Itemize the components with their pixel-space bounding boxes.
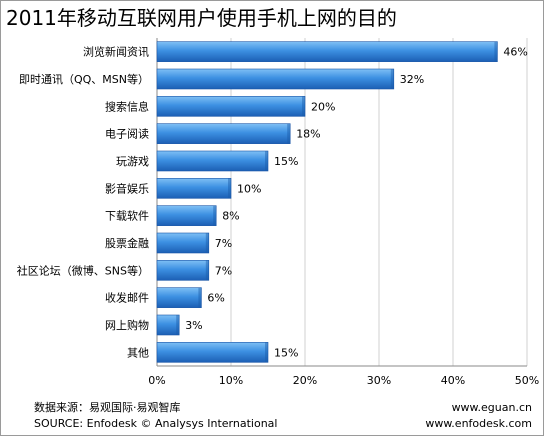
- value-label: 46%: [503, 46, 527, 59]
- bar: [156, 150, 269, 172]
- bars: [156, 41, 498, 363]
- value-label: 8%: [222, 210, 239, 223]
- source-en: SOURCE: Enfodesk © Analysys Internationa…: [34, 417, 278, 430]
- grid-lines: [156, 38, 528, 367]
- value-label: 7%: [215, 264, 232, 277]
- category-label: 影音娱乐: [105, 181, 149, 195]
- url-enfodesk: www.enfodesk.com: [425, 417, 532, 430]
- value-label: 6%: [207, 292, 224, 305]
- bar: [156, 41, 498, 62]
- bar: [156, 68, 395, 90]
- bar-end-shade: [390, 69, 394, 89]
- bar-end-shade: [198, 287, 202, 308]
- x-tick-label: 40%: [441, 374, 465, 387]
- bar-end-shade: [228, 178, 231, 199]
- bar-end-shade: [205, 260, 209, 281]
- category-label: 社区论坛（微博、SNS等）: [17, 263, 149, 277]
- chart-title: 2011年移动互联网用户使用手机上网的目的: [6, 6, 397, 30]
- bar-end-shade: [213, 205, 217, 226]
- category-label: 电子阅读: [105, 127, 149, 141]
- value-label: 32%: [400, 73, 424, 86]
- bar-end-shade: [265, 342, 268, 363]
- bar: [156, 342, 269, 363]
- x-tick-label: 20%: [293, 374, 317, 387]
- category-label: 收发邮件: [105, 291, 149, 305]
- x-tick-label: 10%: [219, 374, 243, 387]
- bar-end-shade: [494, 41, 498, 62]
- bar: [156, 178, 232, 199]
- bar-end-shade: [265, 151, 268, 171]
- category-label: 网上购物: [105, 318, 149, 332]
- category-label: 即时通讯（QQ、MSN等）: [19, 72, 149, 86]
- x-tick-label: 30%: [367, 374, 391, 387]
- bar-end-shade: [176, 315, 180, 335]
- bar-end-shade: [302, 96, 305, 117]
- bar: [156, 314, 180, 336]
- category-label: 下载软件: [105, 209, 149, 223]
- bar: [156, 232, 210, 254]
- bar: [156, 287, 202, 308]
- bar-end-shade: [287, 123, 291, 144]
- category-label: 股票金融: [105, 236, 149, 250]
- source-note: 数据来源：易观国际·易观智库 SOURCE: Enfodesk © Analys…: [34, 400, 277, 432]
- category-label: 其他: [127, 346, 149, 359]
- bar: [156, 260, 210, 281]
- x-tick-label: 0%: [148, 374, 165, 387]
- bar: [156, 96, 306, 117]
- source-cn: 数据来源：易观国际·易观智库: [34, 401, 181, 414]
- bar-end-shade: [205, 233, 209, 253]
- url-eguan: www.eguan.cn: [451, 401, 532, 414]
- value-label: 18%: [296, 128, 320, 141]
- x-tick-label: 50%: [515, 374, 539, 387]
- value-label: 10%: [237, 182, 261, 195]
- category-label: 浏览新闻资讯: [83, 45, 149, 59]
- labels: 0% 10% 20% 30% 40% 50% 浏览新闻资讯 46% 即时通讯（QQ、MSN等） 3…: [17, 45, 539, 387]
- category-label: 玩游戏: [116, 155, 149, 168]
- value-label: 3%: [185, 319, 202, 332]
- bar-chart: 0% 10% 20% 30% 40% 50% 浏览新闻资讯 46% 即时通讯（QQ、MSN等） 3…: [17, 38, 539, 387]
- category-label: 搜索信息: [105, 99, 149, 113]
- website-links: www.eguan.cn www.enfodesk.com: [425, 400, 532, 432]
- value-label: 15%: [274, 346, 298, 359]
- value-label: 7%: [215, 237, 232, 250]
- value-label: 20%: [311, 100, 335, 113]
- bar: [156, 123, 291, 144]
- bar: [156, 205, 217, 226]
- value-label: 15%: [274, 155, 298, 168]
